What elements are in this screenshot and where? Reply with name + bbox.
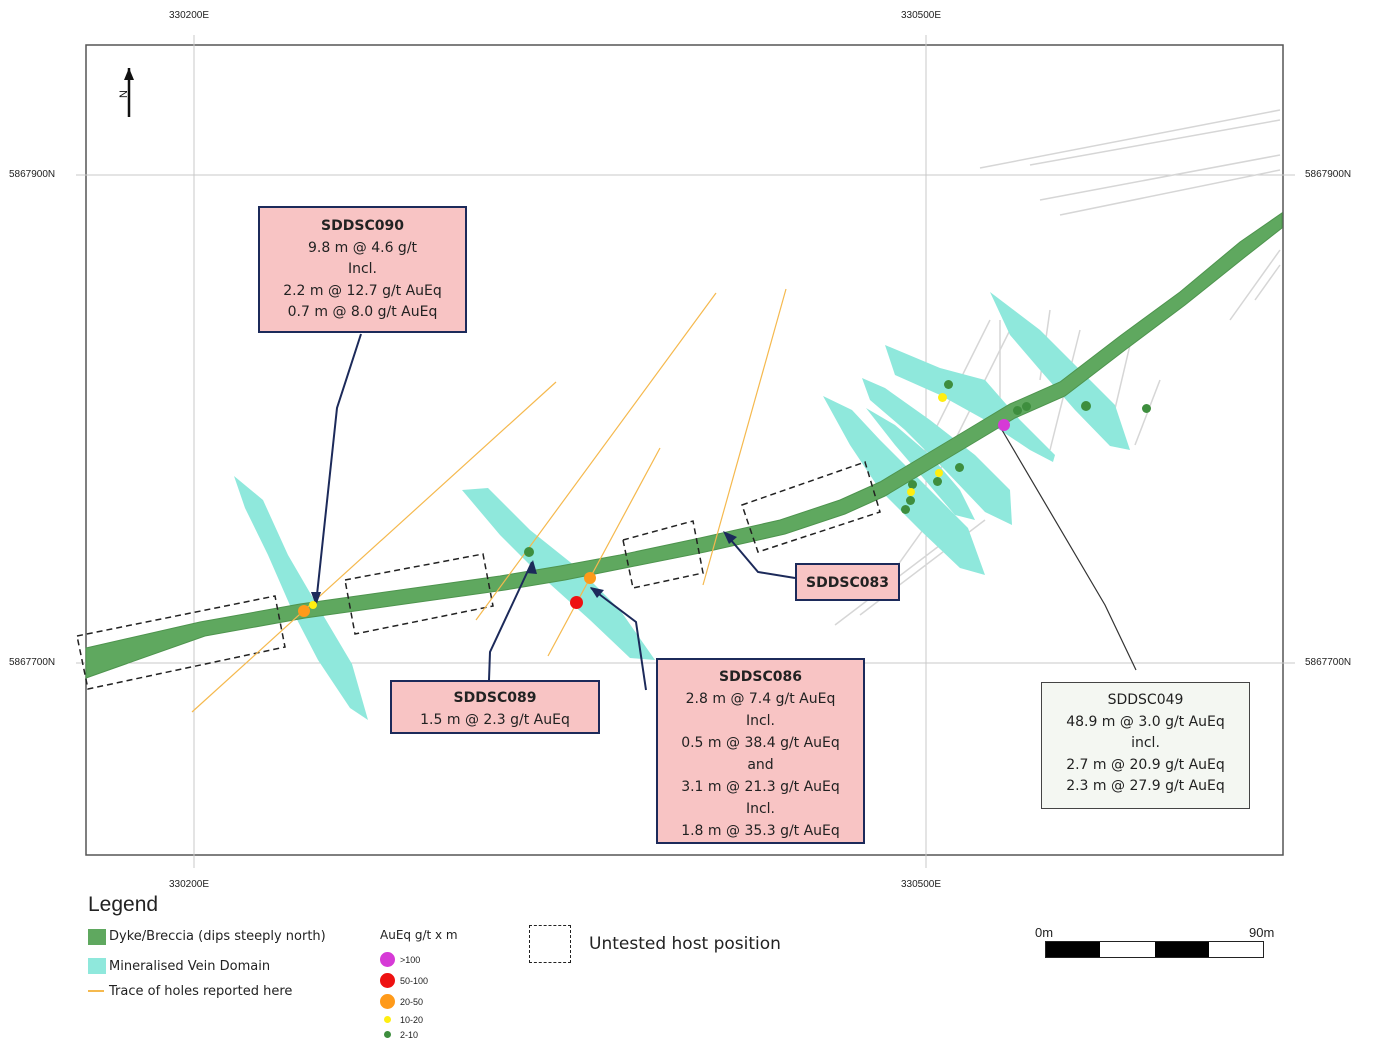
drill-trace-sddsc090 xyxy=(191,381,557,713)
leader-sddsc086 xyxy=(590,587,647,691)
sample-point-2-10 xyxy=(524,547,534,557)
drill-trace-sddsc083 xyxy=(702,288,787,586)
northing-label-right: 5867700N xyxy=(1305,657,1352,668)
legend-swatch-trace xyxy=(88,990,104,992)
callout-sddsc089: SDDSC089 1.5 m @ 2.3 g/t AuEq xyxy=(390,680,600,734)
north-arrow-label: N xyxy=(118,90,130,98)
legend-swatch-vein xyxy=(88,958,106,974)
callout-line: 48.9 m @ 3.0 g/t AuEq xyxy=(1066,713,1225,730)
callout-line: incl. xyxy=(1131,735,1160,751)
callout-sddsc090: SDDSC090 9.8 m @ 4.6 g/t Incl. 2.2 m @ 1… xyxy=(258,206,467,333)
callout-line: 1.8 m @ 35.3 g/t AuEq xyxy=(681,823,840,839)
easting-label-top: 330200E xyxy=(169,10,210,21)
sample-point-2-10 xyxy=(901,505,910,514)
sample-point-10-20 xyxy=(309,601,317,609)
callout-title: SDDSC049 xyxy=(1107,692,1184,708)
callout-line: 2.2 m @ 12.7 g/t AuEq xyxy=(283,282,442,299)
callout-line: 1.5 m @ 2.3 g/t AuEq xyxy=(420,712,570,728)
callout-line: 2.8 m @ 7.4 g/t AuEq xyxy=(685,691,836,707)
legend-grade-title: AuEq g/t x m xyxy=(380,928,458,942)
legend-swatch-gt100 xyxy=(380,952,395,967)
drill-trace-sddsc089 xyxy=(475,292,717,621)
legend-grade-label: 20-50 xyxy=(400,997,424,1007)
drill-trace-sddsc086 xyxy=(547,447,661,657)
untested-box-3 xyxy=(622,520,704,589)
legend-grade-label: 50-100 xyxy=(400,976,429,986)
legend-grade-label: >100 xyxy=(400,955,421,965)
sample-point-2-10 xyxy=(906,496,915,505)
sample-point-2-10 xyxy=(1081,401,1091,411)
sample-point-2-10 xyxy=(1142,404,1151,413)
legend-swatch-20-50 xyxy=(380,994,395,1009)
sample-point-2-10 xyxy=(908,480,917,489)
callout-leaders xyxy=(315,333,1137,691)
callout-line: and xyxy=(747,757,774,773)
sample-point-2-10 xyxy=(944,380,953,389)
callout-line: 0.7 m @ 8.0 g/t AuEq xyxy=(287,304,438,320)
callout-line: Incl. xyxy=(745,713,776,729)
legend-grade-label: 10-20 xyxy=(400,1015,424,1025)
callout-line: 2.7 m @ 20.9 g/t AuEq xyxy=(1066,756,1225,773)
sample-point-10-20 xyxy=(907,488,915,496)
legend-label-dyke: Dyke/Breccia (dips steeply north) xyxy=(109,929,326,944)
leader-sddsc089 xyxy=(488,561,533,681)
north-arrow: N xyxy=(118,68,134,117)
callout-line: 3.1 m @ 21.3 g/t AuEq xyxy=(681,779,840,795)
vein-domain-east-3 xyxy=(885,345,1055,462)
callout-title: SDDSC089 xyxy=(453,690,537,706)
leader-sddsc090 xyxy=(315,333,362,605)
callout-sddsc083: SDDSC083 xyxy=(795,563,900,601)
callout-line: Incl. xyxy=(347,261,378,277)
callout-line: Incl. xyxy=(745,801,776,817)
vein-domain-east-1 xyxy=(823,396,985,575)
easting-label-top: 330500E xyxy=(901,10,942,21)
leader-sddsc083 xyxy=(724,532,796,579)
sample-point-2-10 xyxy=(1013,406,1022,415)
northing-label-left: 5867700N xyxy=(9,657,56,668)
legend-swatch-untested xyxy=(529,925,571,963)
legend-swatch-10-20 xyxy=(384,1016,391,1023)
callout-sddsc049: SDDSC049 48.9 m @ 3.0 g/t AuEq incl. 2.7… xyxy=(1041,682,1250,809)
sample-point-gt100 xyxy=(998,419,1010,431)
drill-hole-traces xyxy=(191,288,787,713)
northing-label-right: 5867900N xyxy=(1305,169,1352,180)
sample-point-50-100 xyxy=(570,596,583,609)
sample-point-2-10 xyxy=(955,463,964,472)
scale-bar-graphic xyxy=(1045,941,1264,958)
untested-box-1 xyxy=(76,595,286,690)
sample-point-20-50 xyxy=(298,605,310,617)
sample-point-2-10 xyxy=(933,477,942,486)
callout-title: SDDSC090 xyxy=(321,218,404,234)
easting-label-bottom: 330200E xyxy=(169,879,210,890)
legend-label-vein: Mineralised Vein Domain xyxy=(109,959,271,974)
legend-swatch-2-10 xyxy=(384,1031,391,1038)
untested-box-2 xyxy=(344,553,494,635)
callout-title: SDDSC086 xyxy=(719,669,802,685)
legend-grade-label: 2-10 xyxy=(400,1030,419,1040)
callout-line: 9.8 m @ 4.6 g/t xyxy=(307,239,418,256)
legend-swatch-dyke xyxy=(88,929,106,945)
leader-arrowheads xyxy=(311,531,737,606)
easting-label-bottom: 330500E xyxy=(901,879,942,890)
sample-point-10-20 xyxy=(938,393,947,402)
untested-box-4 xyxy=(741,461,881,553)
callout-sddsc086: SDDSC086 2.8 m @ 7.4 g/t AuEq Incl. 0.5 … xyxy=(656,658,865,844)
leader-sddsc049 xyxy=(1001,429,1137,671)
untested-host-positions xyxy=(76,461,881,690)
sample-point-2-10 xyxy=(1022,402,1031,411)
callout-line: 2.3 m @ 27.9 g/t AuEq xyxy=(1066,778,1225,794)
northing-label-left: 5867900N xyxy=(9,169,56,180)
legend-label-trace: Trace of holes reported here xyxy=(109,984,293,999)
sample-point-10-20 xyxy=(935,469,943,477)
callout-title: SDDSC083 xyxy=(806,575,889,591)
sample-point-20-50 xyxy=(584,572,596,584)
legend-title: Legend xyxy=(88,893,159,916)
callout-line: 0.5 m @ 38.4 g/t AuEq xyxy=(681,735,840,751)
legend-label-untested: Untested host position xyxy=(589,934,781,954)
vein-domain-west xyxy=(234,476,368,720)
scale-bar-start-label: 0m xyxy=(1035,925,1054,940)
vein-domain-east-4 xyxy=(990,292,1130,450)
scale-bar-end-label: 90m xyxy=(1249,925,1275,940)
legend-swatch-50-100 xyxy=(380,973,395,988)
